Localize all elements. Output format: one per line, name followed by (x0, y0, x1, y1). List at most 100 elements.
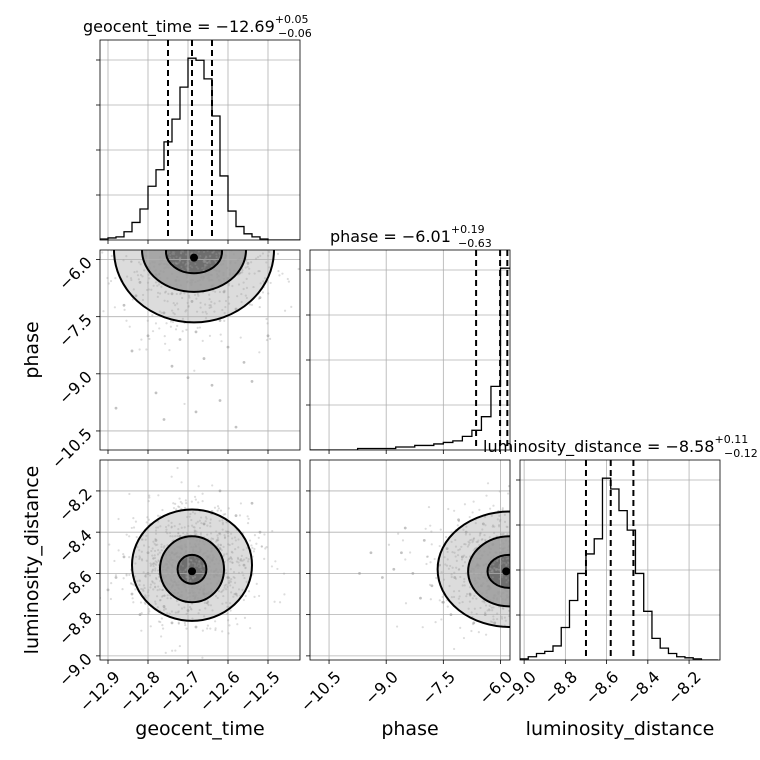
sample-point (480, 538, 483, 541)
sample-point (223, 207, 225, 209)
sample-point (198, 591, 201, 594)
sample-point (208, 334, 212, 338)
sample-point (531, 506, 533, 508)
sample-point-geocent_time-phase-30 (162, 418, 166, 421)
sample-point (244, 266, 247, 269)
sample-point (239, 559, 242, 562)
sample-point (232, 595, 235, 598)
sample-point (265, 317, 268, 321)
sample-point (214, 223, 216, 225)
sample-point (174, 535, 177, 538)
sample-point (204, 520, 207, 523)
sample-point (160, 246, 162, 248)
sample-point (499, 547, 503, 550)
sample-point (274, 560, 277, 563)
sample-point (514, 577, 516, 579)
sample-point (156, 242, 158, 244)
sample-point (131, 583, 135, 586)
title-phase-main: phase = −6.01 (330, 227, 451, 246)
sample-point (213, 171, 215, 173)
sample-point (546, 566, 548, 568)
sample-point (227, 581, 230, 584)
sample-point (140, 611, 143, 615)
sample-point (237, 561, 240, 564)
sample-point (151, 245, 153, 247)
sample-point (200, 210, 202, 212)
sample-point (472, 557, 475, 560)
sample-point (184, 545, 187, 548)
sample-point (530, 617, 532, 619)
sample-point (128, 325, 131, 328)
sample-point (559, 536, 561, 538)
sample-point (197, 597, 200, 600)
sample-point (176, 534, 179, 538)
sample-point (485, 592, 488, 595)
sample-point (170, 586, 173, 589)
sample-point (195, 539, 198, 542)
sample-point (562, 592, 564, 594)
sample-point (254, 218, 256, 220)
sample-point (212, 537, 215, 540)
sample-point (546, 579, 548, 581)
sample-point (250, 245, 252, 247)
sample-point (472, 549, 475, 552)
sample-point (163, 594, 166, 597)
sample-point (235, 560, 238, 563)
sample-point (576, 538, 578, 540)
sample-point (161, 232, 163, 234)
sample-point (233, 240, 235, 242)
sample-point (189, 512, 192, 516)
sample-point (485, 579, 489, 583)
sample-point (396, 625, 399, 628)
sample-point (488, 586, 491, 589)
ytick-label-geocent_time-luminosity_distance-2: −8.6 (55, 567, 96, 608)
sample-point (135, 535, 138, 539)
sample-point (175, 582, 178, 585)
sample-point (200, 276, 203, 280)
sample-point (197, 560, 200, 563)
sample-point (268, 250, 271, 253)
sample-point (573, 584, 575, 586)
sample-point (264, 241, 266, 243)
sample-point (515, 588, 517, 590)
sample-point (307, 213, 309, 215)
sample-point (110, 254, 113, 258)
sample-point (507, 579, 510, 582)
sample-point (479, 606, 482, 610)
sample-point (433, 557, 436, 561)
sample-point (157, 273, 160, 276)
sample-point (185, 576, 188, 579)
sample-point (153, 214, 155, 216)
sample-point (173, 566, 177, 569)
sample-point (264, 547, 267, 550)
sample-point (206, 250, 209, 252)
sample-point (107, 282, 110, 285)
sample-point (203, 221, 205, 223)
sample-point (215, 219, 217, 221)
sample-point-geocent_time-luminosity_distance-17 (226, 576, 230, 579)
sample-point-phase-luminosity_distance-16 (400, 551, 403, 555)
sample-point (171, 585, 174, 588)
sample-point (158, 327, 161, 330)
sample-point (552, 572, 554, 574)
sample-point (187, 562, 191, 566)
sample-point (197, 227, 199, 229)
sample-point (463, 584, 466, 587)
sample-point (184, 551, 187, 554)
sample-point (543, 617, 545, 619)
sample-point-geocent_time-luminosity_distance-8 (202, 592, 206, 596)
sample-point (212, 216, 214, 218)
sample-point (188, 592, 191, 595)
sample-point (135, 270, 139, 273)
sample-point (198, 229, 200, 231)
sample-point (222, 545, 225, 549)
sample-point (261, 252, 265, 255)
sample-point (513, 611, 515, 613)
sample-point (130, 260, 133, 263)
sample-point (503, 520, 507, 523)
sample-point (276, 252, 280, 255)
sample-point-geocent_time-luminosity_distance-11 (186, 609, 190, 612)
sample-point (261, 206, 263, 208)
hist-frame-geocent_time (99, 39, 301, 241)
sample-point (504, 598, 507, 601)
